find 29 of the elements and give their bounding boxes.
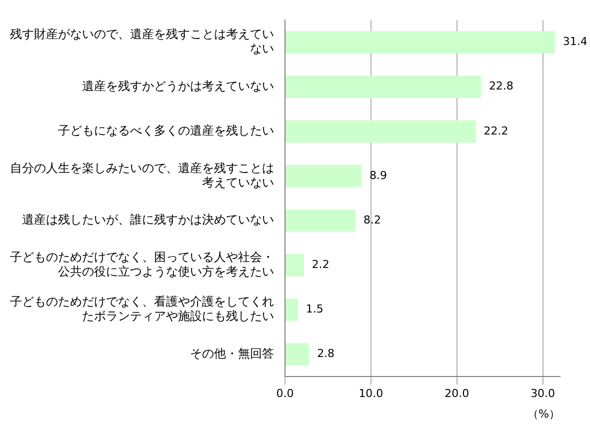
x-axis-title: （%） (528, 407, 560, 420)
bar (286, 343, 310, 366)
y-tick-label: 子どものためだけでなく、困っている人や社会・公共の役に立つような使い方を考えたい (10, 250, 274, 278)
bar (286, 76, 481, 98)
bar (286, 298, 298, 321)
y-tick-label: 子どものためだけでなく、看護や介護をしてくれたボランティアや施設にも残したい (10, 294, 274, 324)
x-tick-label: 0.0 (276, 387, 294, 400)
data-label: 22.8 (488, 80, 514, 93)
x-tick-label: 20.0 (444, 387, 470, 400)
data-label: 2.2 (312, 258, 330, 272)
y-tick-label: 遺産を残すかどうかは考えていない (82, 78, 274, 93)
x-tick-label: 30.0 (530, 387, 556, 400)
y-tick-label: 子どもになるべく多くの遺産を残したい (58, 124, 274, 138)
bar (286, 164, 362, 188)
bar (286, 120, 476, 143)
bar (286, 209, 356, 232)
y-tick-label: 遺産は残したいが、誰に残すかは決めていない (22, 212, 274, 227)
data-label: 31.4 (562, 35, 588, 48)
bar (286, 31, 555, 54)
data-label: 22.2 (484, 124, 508, 138)
data-label: 8.9 (369, 168, 387, 182)
x-tick-label: 10.0 (358, 387, 384, 400)
data-label: 8.2 (363, 213, 381, 226)
y-tick-label: その他・無回答 (190, 346, 274, 360)
bar (286, 254, 304, 276)
y-tick-label: 自分の人生を楽しみたいので、遺産を残すことは考えていない (10, 160, 274, 190)
data-label: 1.5 (306, 302, 324, 316)
y-tick-label: 残す財産がないので、遺産を残すことは考えていない (10, 27, 274, 56)
data-label: 2.8 (317, 347, 335, 360)
